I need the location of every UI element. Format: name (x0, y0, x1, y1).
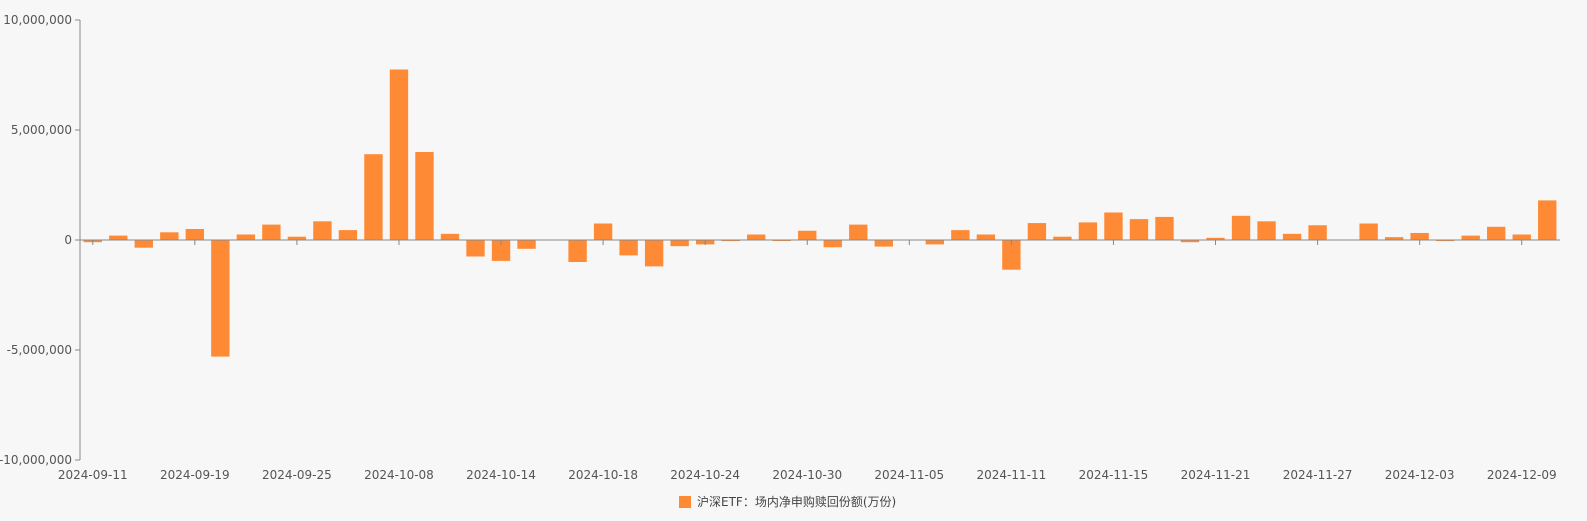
bar (747, 234, 766, 240)
bar (389, 69, 409, 240)
bar (976, 234, 996, 240)
x-tick-label: 2024-10-18 (568, 468, 638, 482)
x-tick-label: 2024-10-30 (772, 468, 842, 482)
bar (491, 240, 511, 261)
legend-swatch (679, 496, 691, 508)
bar (1002, 240, 1021, 270)
bar (1359, 223, 1378, 240)
bar (1435, 240, 1455, 242)
bar (849, 224, 868, 240)
bar (798, 230, 817, 240)
y-tick-label: -10,000,000 (0, 453, 72, 467)
bar (1155, 216, 1174, 240)
bar (1384, 237, 1404, 240)
bar (185, 229, 205, 240)
x-tick-label: 2024-11-05 (874, 468, 944, 482)
y-tick-label: 10,000,000 (3, 13, 72, 27)
bar (619, 240, 638, 256)
bar (364, 154, 383, 240)
bar (440, 233, 460, 240)
bar (925, 240, 945, 245)
bar (951, 230, 970, 240)
bar (1053, 236, 1072, 240)
y-tick-label: 5,000,000 (11, 123, 72, 137)
x-tick-label: 2024-09-25 (262, 468, 332, 482)
bar (338, 230, 358, 240)
bar (313, 221, 332, 240)
bar (1538, 200, 1557, 240)
x-tick-label: 2024-11-15 (1079, 468, 1149, 482)
bar (1257, 221, 1276, 240)
bar (134, 240, 153, 248)
bar (593, 223, 613, 240)
bar (109, 235, 128, 240)
bar (1206, 237, 1225, 240)
x-tick-label: 2024-11-27 (1283, 468, 1353, 482)
bar (262, 224, 281, 240)
x-tick-label: 2024-10-14 (466, 468, 536, 482)
bar (1308, 225, 1327, 240)
bar (211, 240, 230, 357)
bar (466, 240, 485, 257)
bar (1461, 235, 1480, 240)
legend-label: 沪深ETF：场内净申购赎回份额(万份) (697, 494, 896, 509)
x-tick-label: 2024-11-21 (1181, 468, 1251, 482)
bar (644, 240, 664, 267)
x-tick-label: 2024-10-24 (670, 468, 740, 482)
bar (415, 152, 434, 240)
x-tick-label: 2024-11-11 (977, 468, 1047, 482)
bar (1487, 226, 1506, 240)
y-tick-label: -5,000,000 (7, 343, 72, 357)
bar (1410, 232, 1429, 240)
bar (721, 240, 740, 242)
bar (517, 240, 536, 249)
x-tick-label: 2024-12-09 (1487, 468, 1557, 482)
y-tick-label: 0 (64, 233, 72, 247)
x-tick-label: 2024-09-19 (160, 468, 230, 482)
bar (1180, 240, 1200, 243)
bar (1282, 233, 1302, 240)
bar (823, 240, 842, 248)
bar (1078, 222, 1098, 240)
bar (1027, 223, 1047, 240)
bar (1129, 219, 1149, 240)
bar (236, 234, 256, 240)
x-tick-label: 2024-10-08 (364, 468, 434, 482)
bar (1104, 212, 1123, 240)
x-tick-label: 2024-12-03 (1385, 468, 1455, 482)
bar (287, 236, 307, 240)
bar (1512, 234, 1531, 240)
bar (1231, 215, 1251, 240)
bar (160, 232, 179, 240)
bar (874, 240, 893, 247)
x-tick-label: 2024-09-11 (58, 468, 128, 482)
bar (670, 240, 689, 247)
bar (568, 240, 587, 262)
